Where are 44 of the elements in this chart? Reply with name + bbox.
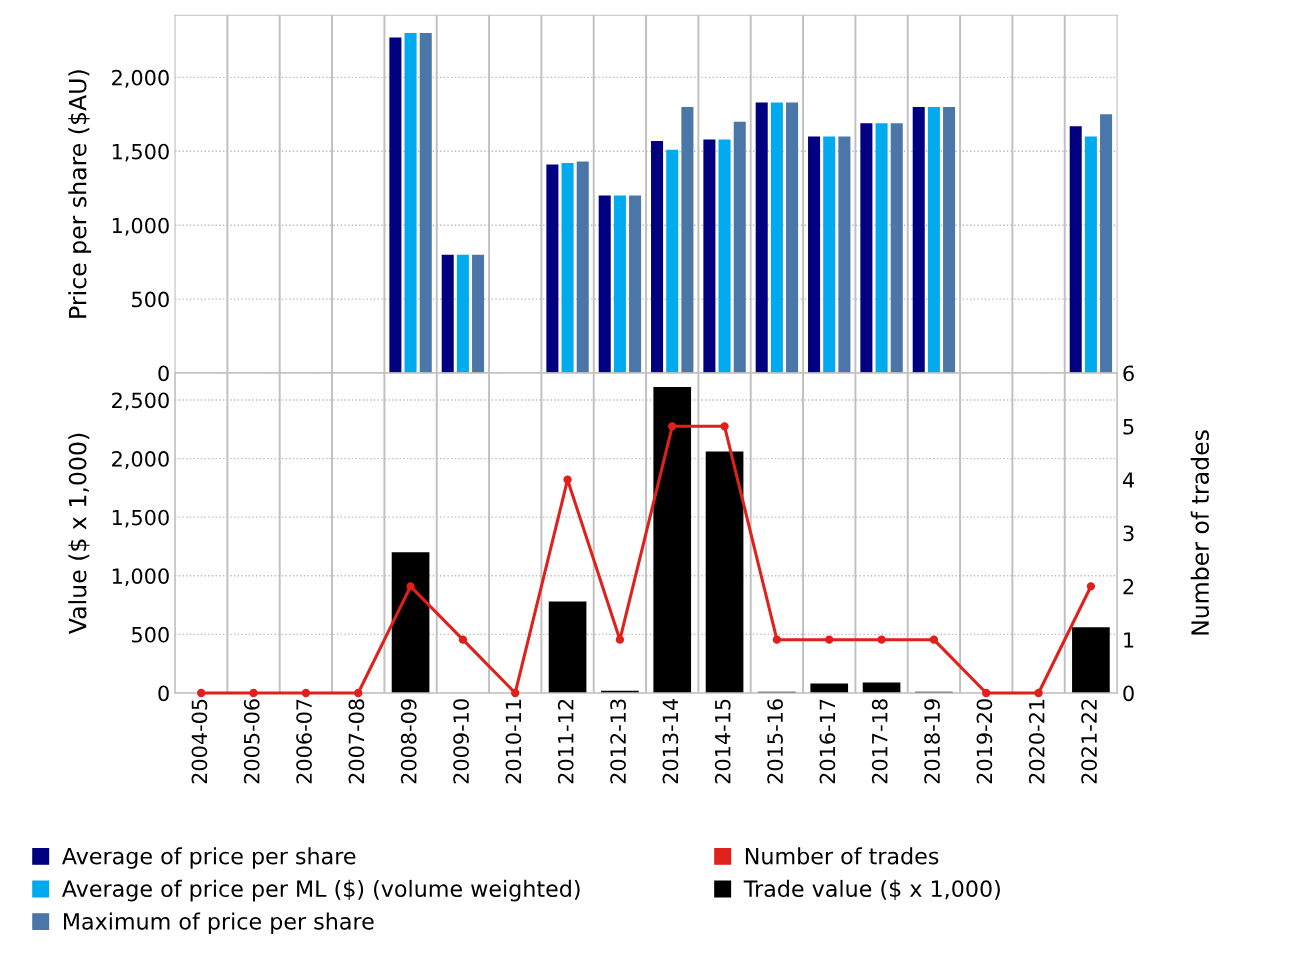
legend-label: Average of price per share	[61, 847, 356, 869]
y2-tick-label: 0	[1123, 685, 1134, 702]
x-tick-label: 2011-12	[557, 699, 574, 784]
x-tick-label: 2006-07	[296, 699, 312, 784]
x-tick-label: 2009-10	[453, 699, 469, 784]
x-tick-label: 2016-17	[819, 699, 836, 784]
y-tick-label: 2,500	[112, 392, 169, 411]
y-tick-label: 1,500	[112, 143, 169, 162]
y-tick-label: 2,000	[112, 451, 169, 469]
y-tick-label: 500	[132, 626, 169, 643]
y2-tick-label: 4	[1122, 472, 1135, 488]
x-tick-label: 2005-06	[243, 699, 260, 784]
x-tick-label: 2013-14	[662, 699, 679, 784]
y-tick-label: 0	[158, 685, 169, 702]
x-tick-label: 2008-09	[400, 699, 417, 784]
x-tick-label: 2019-20	[976, 699, 993, 784]
y2-tick-label: 5	[1123, 419, 1134, 435]
x-tick-label: 2012-13	[610, 699, 626, 784]
x-tick-label: 2018-19	[924, 699, 940, 784]
y-tick-label: 2,000	[112, 69, 169, 88]
x-tick-label: 2004-05	[191, 699, 208, 784]
x-tick-label: 2021-22	[1081, 699, 1097, 784]
y-axis-title: Value ($ x 1,000)	[68, 433, 90, 634]
y2-tick-label: 3	[1123, 525, 1134, 542]
y-tick-label: 500	[132, 291, 169, 308]
y-tick-label: 1,000	[112, 217, 169, 236]
legend-label: Average of price per ML ($) (volume weighted)	[61, 879, 580, 902]
y-tick-label: 0	[158, 365, 169, 382]
y2-tick-label: 2	[1123, 578, 1134, 595]
x-tick-label: 2014-15	[714, 699, 731, 784]
x-tick-label: 2020-21	[1028, 699, 1045, 784]
y-axis-title: Price per share ($AU)	[68, 70, 92, 318]
legend-label: Maximum of price per share	[63, 912, 374, 934]
legend-label: Trade value ($ x 1,000)	[743, 879, 1000, 901]
x-tick-label: 2007-08	[348, 699, 365, 784]
x-tick-label: 2017-18	[871, 699, 888, 784]
y2-axis-title: Number of trades	[1190, 430, 1210, 635]
x-tick-label: 2010-11	[505, 699, 522, 784]
y2-tick-label: 1	[1124, 632, 1134, 648]
x-tick-label: 2015-16	[767, 699, 783, 784]
y-tick-label: 1,500	[112, 509, 169, 528]
legend-label: Number of trades	[745, 847, 939, 865]
y-tick-label: 1,000	[112, 568, 169, 587]
y2-tick-label: 6	[1123, 365, 1134, 382]
